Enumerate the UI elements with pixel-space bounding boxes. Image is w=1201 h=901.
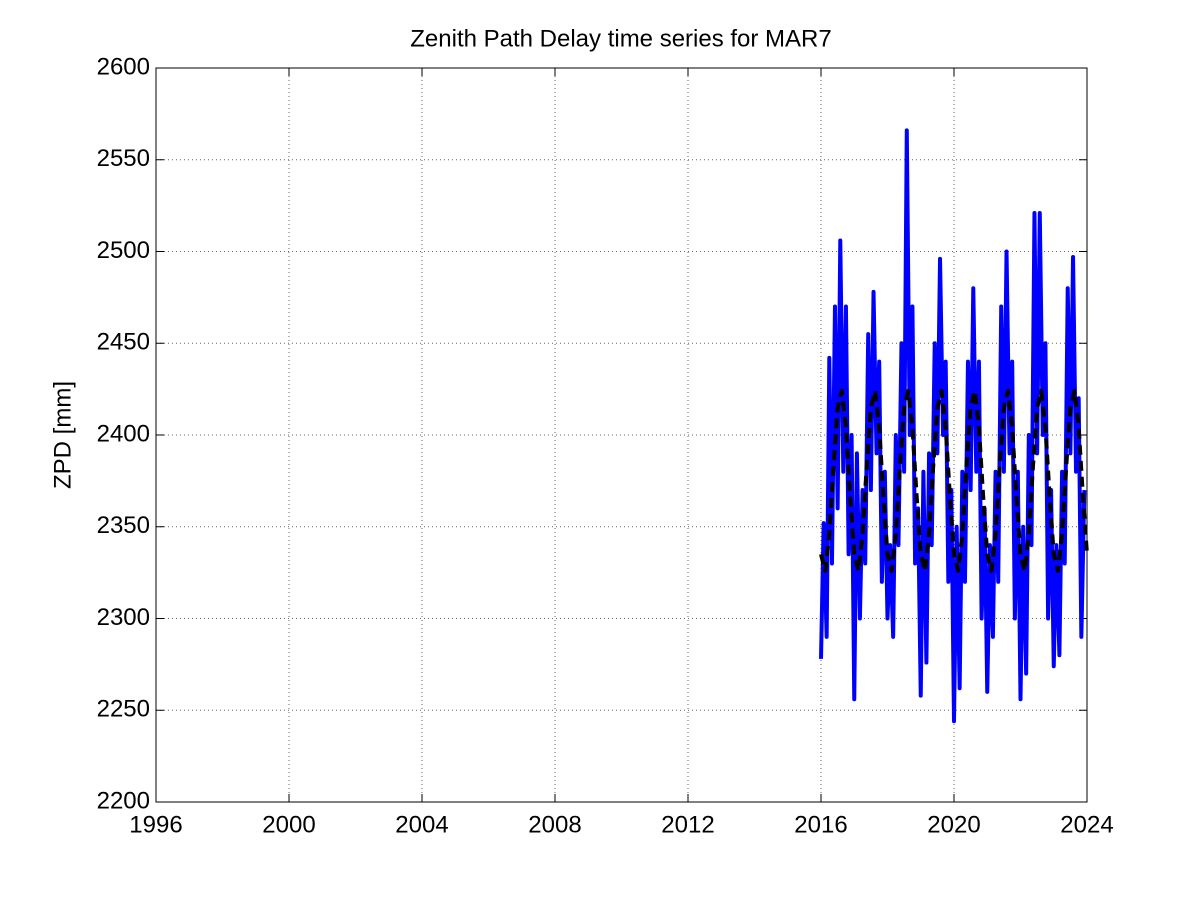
y-tick-label: 2600 <box>97 53 150 80</box>
y-tick-label: 2500 <box>97 237 150 264</box>
x-tick-label: 2000 <box>262 811 315 838</box>
chart-title: Zenith Path Delay time series for MAR7 <box>410 25 832 52</box>
y-tick-label: 2400 <box>97 420 150 447</box>
y-axis-label: ZPD [mm] <box>49 381 76 489</box>
y-tick-label: 2450 <box>97 329 150 356</box>
x-tick-label: 2008 <box>528 811 581 838</box>
y-tick-label: 2550 <box>97 145 150 172</box>
plot-frame <box>155 67 1088 803</box>
y-tick-label: 2350 <box>97 512 150 539</box>
y-tick-label: 2250 <box>97 696 150 723</box>
x-tick-label: 1996 <box>129 811 182 838</box>
data-line <box>819 128 1087 724</box>
x-tick-label: 2016 <box>794 811 847 838</box>
x-tick-label: 2012 <box>661 811 714 838</box>
x-tick-label: 2024 <box>1060 811 1113 838</box>
fit-line <box>819 388 1089 573</box>
y-tick-label: 2300 <box>97 604 150 631</box>
x-tick-label: 2004 <box>395 811 448 838</box>
x-tick-label: 2020 <box>927 811 980 838</box>
y-tick-label: 2200 <box>97 787 150 814</box>
